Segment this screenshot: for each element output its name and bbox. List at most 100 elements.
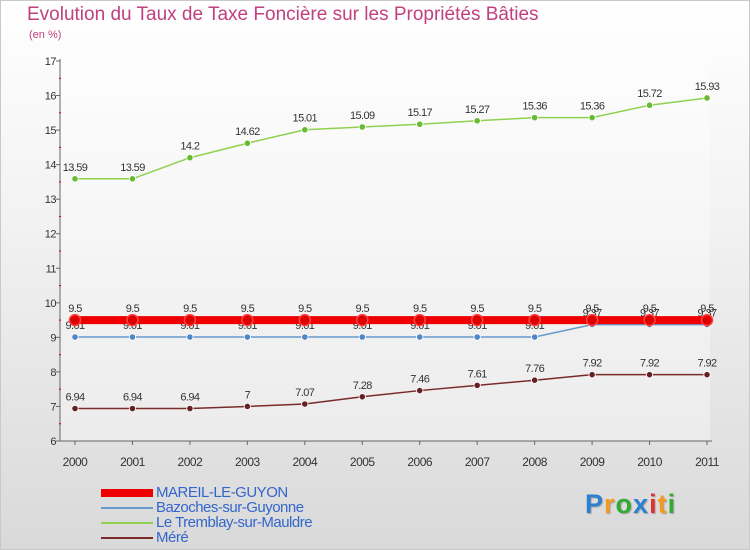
data-point (301, 400, 309, 408)
series-line (75, 323, 707, 338)
x-tick-label: 2011 (695, 455, 720, 469)
data-label: 9.5 (241, 303, 255, 315)
legend-label: Le Tremblay-sur-Mauldre (156, 514, 313, 531)
data-label: 7.28 (353, 380, 372, 392)
x-tick-label: 2003 (235, 455, 261, 469)
data-point (301, 126, 309, 134)
y-tick-label: 7 (50, 401, 56, 413)
logo-letter: r (604, 489, 616, 519)
data-point (71, 333, 79, 341)
data-point (531, 114, 539, 122)
logo-letter: i (667, 489, 677, 519)
data-label: 15.93 (695, 81, 720, 93)
data-point (243, 333, 251, 341)
legend-label: MAREIL-LE-GUYON (156, 484, 288, 501)
data-point (243, 139, 251, 147)
data-point (298, 313, 312, 327)
data-label: 9.5 (298, 303, 312, 315)
y-tick-label: 6 (50, 436, 56, 448)
data-point (413, 313, 426, 327)
data-point (186, 154, 194, 162)
data-point (416, 333, 424, 341)
legend-item: MAREIL-LE-GUYON (101, 484, 312, 501)
x-tick-label: 2005 (350, 455, 376, 469)
data-point (241, 313, 254, 327)
legend-item: Méré (101, 529, 312, 546)
y-tick-label: 13 (45, 194, 57, 206)
data-label: 15.27 (465, 104, 490, 116)
legend-swatch (101, 506, 153, 509)
series-line (75, 97, 708, 180)
data-label: 13.59 (120, 162, 145, 174)
y-tick-label: 16 (45, 91, 57, 103)
proxiti-logo: Proxiti (585, 489, 676, 520)
data-point (703, 94, 711, 102)
data-point (128, 404, 137, 413)
chart-title: Evolution du Taux de Taxe Foncière sur l… (27, 4, 539, 25)
data-point (301, 333, 309, 341)
data-point (68, 313, 82, 327)
data-label: 7.46 (410, 374, 429, 386)
data-point (700, 313, 714, 327)
x-tick-label: 2002 (178, 455, 204, 469)
data-point (528, 313, 541, 327)
y-tick-label: 17 (45, 56, 57, 68)
series-line (75, 373, 707, 410)
legend-swatch (101, 521, 153, 524)
data-point (588, 371, 596, 379)
plot-area (60, 61, 710, 441)
data-label: 15.17 (407, 107, 432, 119)
y-tick-label: 14 (45, 160, 57, 172)
data-label: 7.92 (697, 358, 716, 370)
data-point (643, 313, 656, 327)
data-point (416, 386, 424, 395)
x-tick-label: 2004 (292, 455, 318, 469)
x-tick-label: 2000 (63, 455, 89, 469)
data-label: 9.5 (126, 303, 140, 315)
legend-swatch (101, 536, 153, 539)
data-label: 7.92 (583, 358, 602, 370)
data-point (358, 393, 366, 401)
data-label: 13.59 (63, 162, 88, 174)
legend-item: Le Tremblay-sur-Mauldre (101, 514, 313, 531)
data-point (416, 120, 424, 128)
data-label: 9.5 (470, 303, 484, 315)
series-le-tremblay-sur-mauldre: 13.59 13.59 14.2 14.62 15.01 15.09 15.17 15.27 1… (63, 81, 720, 183)
y-tick-label: 12 (45, 229, 57, 241)
data-label: 7.61 (468, 368, 487, 380)
data-label: 15.36 (580, 101, 605, 113)
data-label: 15.72 (637, 88, 662, 100)
series-mareil-le-guyon: 9.5 9.5 9.5 9.5 9.5 9.5 9.5 9.5 9.5 9.5 9.5 9.5 (68, 303, 715, 327)
data-label: 7.07 (295, 387, 314, 399)
data-point (183, 313, 197, 327)
data-label: 7.76 (525, 363, 544, 375)
legend-swatch (101, 488, 153, 497)
data-point (645, 101, 654, 109)
data-point (358, 123, 366, 131)
data-point (71, 175, 79, 183)
series-m-r-: 6.94 6.94 6.94 7 7.07 7.28 7.46 7.61 7.76 7.92 7.9… (65, 358, 718, 413)
data-point (531, 376, 539, 384)
x-tick-label: 2009 (580, 455, 606, 469)
logo-letter: o (615, 489, 634, 519)
data-point (470, 313, 484, 327)
x-tick-label: 2010 (637, 455, 663, 469)
data-point (128, 175, 137, 183)
data-label: 9.5 (413, 303, 427, 315)
data-label: 15.36 (522, 101, 547, 113)
data-point (473, 381, 481, 389)
data-point (703, 371, 711, 379)
legend-label: Méré (156, 529, 189, 546)
data-point (243, 402, 251, 411)
data-point (128, 333, 137, 341)
data-label: 15.01 (293, 113, 318, 125)
data-label: 9.5 (643, 303, 657, 315)
logo-letter: x (633, 489, 650, 519)
data-label: 15.09 (350, 110, 375, 122)
data-point (356, 313, 369, 327)
data-label: 6.94 (180, 392, 199, 404)
data-label: 9.5 (700, 303, 714, 315)
data-label: 9.5 (585, 303, 599, 315)
data-label: 14.2 (180, 141, 199, 153)
